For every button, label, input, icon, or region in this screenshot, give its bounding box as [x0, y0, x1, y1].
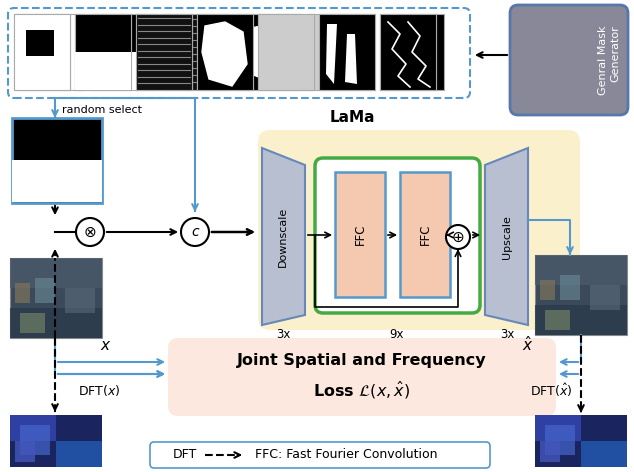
- Polygon shape: [390, 22, 402, 82]
- Bar: [545, 425, 575, 455]
- Bar: [15, 441, 35, 462]
- Bar: [136, 14, 192, 90]
- Bar: [540, 280, 555, 300]
- Text: Downscale: Downscale: [278, 207, 288, 267]
- Bar: [92, 52, 156, 90]
- Bar: [400, 172, 450, 297]
- Bar: [10, 415, 56, 441]
- Polygon shape: [244, 24, 294, 84]
- Text: $x$: $x$: [100, 337, 112, 353]
- Bar: [136, 14, 192, 90]
- Bar: [197, 14, 253, 90]
- Bar: [380, 14, 444, 90]
- Bar: [20, 313, 45, 333]
- Bar: [36, 32, 66, 60]
- Text: DFT$(x)$: DFT$(x)$: [78, 382, 120, 397]
- Text: Joint Spatial and Frequency: Joint Spatial and Frequency: [237, 353, 487, 368]
- Bar: [535, 255, 627, 285]
- Bar: [335, 172, 385, 297]
- Bar: [12, 118, 102, 203]
- Text: FFC: Fast Fourier Convolution: FFC: Fast Fourier Convolution: [255, 448, 437, 462]
- Bar: [540, 441, 560, 462]
- Polygon shape: [345, 34, 357, 84]
- Bar: [10, 308, 102, 338]
- Bar: [560, 275, 580, 300]
- Bar: [75, 52, 131, 90]
- Polygon shape: [326, 24, 337, 84]
- Text: LaMa: LaMa: [330, 110, 375, 125]
- Polygon shape: [408, 29, 422, 82]
- Text: random select: random select: [62, 105, 142, 115]
- Text: c: c: [191, 225, 199, 239]
- Bar: [236, 14, 300, 90]
- Bar: [15, 283, 30, 303]
- Bar: [319, 14, 375, 90]
- Polygon shape: [485, 148, 528, 325]
- FancyBboxPatch shape: [315, 158, 480, 313]
- Bar: [14, 14, 70, 90]
- Bar: [75, 14, 131, 90]
- Bar: [20, 14, 84, 90]
- Bar: [581, 441, 627, 467]
- Bar: [308, 14, 372, 90]
- Bar: [380, 14, 436, 90]
- Bar: [535, 415, 581, 441]
- Bar: [10, 415, 102, 467]
- Bar: [92, 14, 156, 90]
- Bar: [35, 278, 55, 303]
- Text: DFT: DFT: [173, 448, 197, 462]
- Bar: [26, 30, 54, 56]
- Bar: [10, 258, 102, 288]
- Bar: [10, 258, 102, 338]
- Bar: [535, 415, 627, 467]
- FancyBboxPatch shape: [510, 5, 628, 115]
- FancyBboxPatch shape: [168, 338, 556, 416]
- Text: Genral Mask
Generator: Genral Mask Generator: [598, 25, 620, 95]
- Bar: [56, 441, 102, 467]
- Bar: [12, 160, 102, 202]
- Bar: [258, 14, 314, 90]
- FancyBboxPatch shape: [8, 8, 470, 98]
- Text: Loss $\mathcal{L}(x, \hat{x})$: Loss $\mathcal{L}(x, \hat{x})$: [313, 379, 411, 401]
- Text: 3x: 3x: [276, 328, 290, 341]
- FancyBboxPatch shape: [150, 442, 490, 468]
- Bar: [258, 14, 314, 90]
- Text: DFT$(\hat{x})$: DFT$(\hat{x})$: [530, 381, 573, 398]
- Bar: [164, 14, 228, 90]
- Bar: [75, 14, 131, 90]
- Bar: [20, 425, 50, 455]
- Polygon shape: [262, 148, 305, 325]
- Polygon shape: [202, 22, 247, 86]
- Bar: [535, 305, 627, 335]
- Circle shape: [76, 218, 104, 246]
- Circle shape: [181, 218, 209, 246]
- Text: ⊕: ⊕: [451, 229, 464, 244]
- Circle shape: [446, 225, 470, 249]
- Text: 9x: 9x: [389, 328, 403, 341]
- Bar: [535, 255, 627, 335]
- Text: ⊗: ⊗: [84, 225, 96, 239]
- Text: FFC: FFC: [354, 223, 366, 245]
- Text: $\hat{x}$: $\hat{x}$: [522, 336, 534, 354]
- Bar: [14, 14, 70, 90]
- Text: Upscale: Upscale: [502, 215, 512, 259]
- Bar: [319, 14, 375, 90]
- FancyBboxPatch shape: [258, 130, 580, 330]
- Bar: [65, 288, 95, 313]
- Bar: [545, 310, 570, 330]
- Bar: [197, 14, 253, 90]
- Text: FFC: FFC: [418, 223, 432, 245]
- Text: 3x: 3x: [500, 328, 514, 341]
- Bar: [590, 285, 620, 310]
- Bar: [380, 14, 436, 90]
